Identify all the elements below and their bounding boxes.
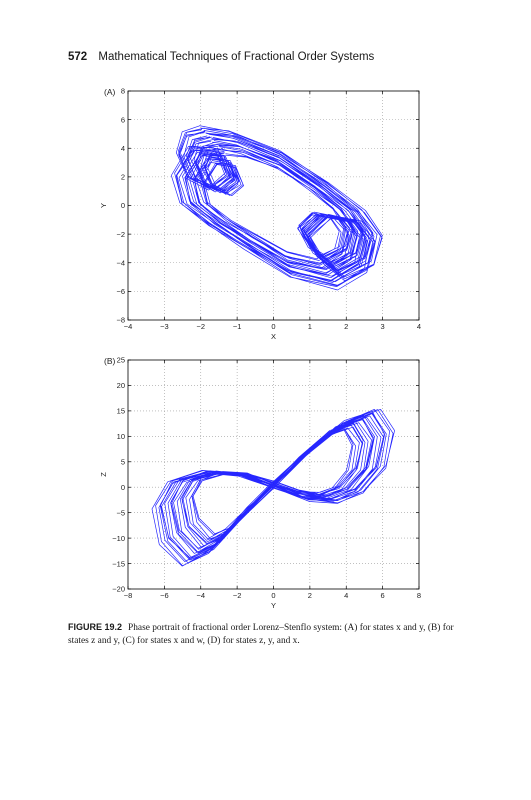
panel-b-x-tick-label: 8: [417, 591, 421, 600]
figure-caption: FIGURE 19.2 Phase portrait of fractional …: [68, 621, 468, 648]
panel-a-x-tick-label: −2: [196, 322, 205, 331]
page-number: 572: [68, 51, 88, 63]
panel-b-y-tick-label: 0: [121, 483, 125, 492]
panel-a-x-axis-label: X: [271, 332, 276, 341]
running-title: Mathematical Techniques of Fractional Or…: [98, 51, 375, 63]
panel-b-x-tick-label: 2: [308, 591, 312, 600]
panel-a-x-tick-label: −3: [160, 322, 169, 331]
panel-b-x-tick-label: −8: [124, 591, 133, 600]
panel-b-y-tick-label: 20: [117, 381, 125, 390]
panel-a-x-tick-label: 2: [344, 322, 348, 331]
panel-b-y-tick-label: −10: [112, 534, 125, 543]
panel-b-y-tick-label: 5: [121, 457, 125, 466]
panel-a-x-tick-label: 0: [271, 322, 275, 331]
panel-b-y-tick-label: −5: [116, 508, 125, 517]
running-head: 572 Mathematical Techniques of Fractiona…: [68, 51, 374, 63]
panel-a-y-tick-label: −4: [116, 258, 125, 267]
panel-a-y-tick-label: −2: [116, 230, 125, 239]
panel-b-y-tick-label: 25: [117, 356, 125, 365]
panel-b-trajectory-line: [151, 408, 395, 567]
panel-a-y-axis-label: Y: [99, 203, 108, 208]
panel-b-x-tick-label: 4: [344, 591, 348, 600]
panel-b-x-tick-label: −4: [196, 591, 205, 600]
panel-b-y-axis-label: Z: [99, 472, 108, 477]
panel-b-x-tick-label: −6: [160, 591, 169, 600]
panel-a-y-tick-label: 6: [121, 115, 125, 124]
panel-b-y-tick-label: −15: [112, 559, 125, 568]
panel-b-panel-label: (B): [104, 356, 116, 366]
panel-a-x-tick-label: −1: [233, 322, 242, 331]
panel-b-x-tick-label: −2: [233, 591, 242, 600]
panel-a-x-tick-label: −4: [124, 322, 133, 331]
panel-a-panel-label: (A): [104, 87, 116, 97]
panel-a-y-tick-label: −6: [116, 287, 125, 296]
caption-text: Phase portrait of fractional order Loren…: [68, 623, 454, 646]
figure-label: FIGURE 19.2: [68, 622, 123, 632]
panel-a-y-tick-label: −8: [116, 316, 125, 325]
panel-a-x-tick-label: 4: [417, 322, 421, 331]
panel-a: −4 −3 −2 −1 0 1 2 3 4 −8 −6 −4 −2 0 2 4 6 8 X Y (A): [99, 87, 421, 341]
panel-b-y-tick-label: 10: [117, 432, 125, 441]
panel-a-y-tick-label: 2: [121, 173, 125, 182]
panel-a-x-tick-label: 3: [381, 322, 385, 331]
panel-b-y-tick-label: 15: [117, 407, 125, 416]
panel-a-y-tick-label: 0: [121, 201, 125, 210]
panel-a-y-tick-label: 4: [121, 144, 125, 153]
panel-b-x-tick-label: 6: [381, 591, 385, 600]
panel-a-x-tick-label: 1: [308, 322, 312, 331]
panel-a-y-tick-label: 8: [121, 87, 125, 96]
panel-b-y-tick-label: −20: [112, 585, 125, 594]
panel-b-x-tick-label: 0: [271, 591, 275, 600]
panel-b-x-axis-label: Y: [271, 601, 276, 610]
panel-a-trajectory-line: [170, 125, 383, 291]
